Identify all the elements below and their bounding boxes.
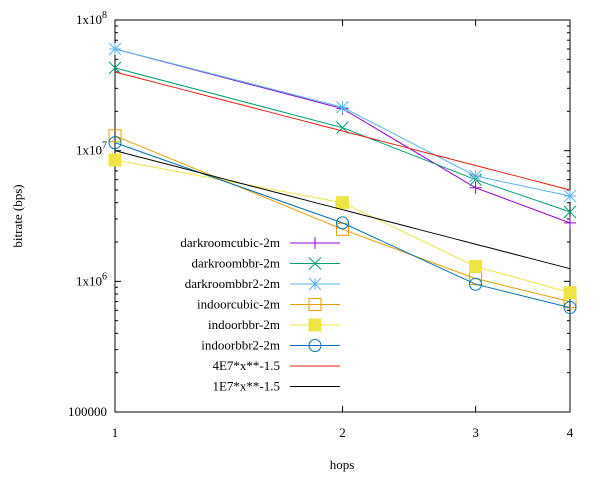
data-point	[563, 301, 577, 315]
legend-label: indoorbbr-2m	[208, 317, 280, 332]
data-point	[564, 216, 576, 229]
legend-marker	[308, 318, 322, 332]
series-line	[114, 135, 571, 303]
series-indoorbbr-2m	[108, 153, 577, 300]
series-4e7-x-1-5	[114, 71, 571, 191]
legend-entry-indoorcubic-2m: indoorcubic-2m	[197, 297, 340, 312]
legend-entry-indoorbbr2-2m: indoorbbr2-2m	[201, 338, 340, 353]
series-line	[114, 48, 571, 197]
legend-entry-1e7-x-1-5: 1E7*x**-1.5	[212, 379, 340, 394]
legend-entry-darkroomcubic-2m: darkroomcubic-2m	[180, 235, 340, 250]
legend-entry-darkroombbr-2m: darkroombbr-2m	[191, 256, 340, 271]
y-tick-label: 1x107	[76, 141, 107, 158]
x-tick-label-3: 3	[472, 425, 479, 440]
legend-label: indoorbbr2-2m	[201, 338, 280, 353]
series-indoorbbr2-2m	[108, 136, 577, 315]
series-layer	[108, 42, 577, 315]
axis-ticks	[114, 19, 571, 413]
series-darkroombbr-2m	[108, 61, 577, 219]
axis-tick-labels: 1 2 3 4 100000 1x106 1x107 1x108	[68, 10, 574, 440]
data-point	[108, 61, 122, 75]
y-tick-label: 1x108	[76, 10, 107, 27]
data-point	[563, 189, 577, 203]
legend-entry-4e7-x-1-5: 4E7*x**-1.5	[212, 358, 340, 373]
legend-marker	[308, 298, 322, 311]
y-tick-label: 1x106	[76, 271, 107, 288]
data-point	[108, 42, 122, 56]
legend: darkroomcubic-2m darkroombbr-2m darkroombb…	[180, 235, 340, 394]
series-darkroombbr2-2m	[108, 42, 577, 203]
series-indoorcubic-2m	[108, 129, 577, 309]
legend-label: darkroombbr2-2m	[185, 276, 280, 291]
x-axis-label: hops	[330, 457, 355, 472]
data-point	[336, 196, 349, 210]
y-tick-label: 100000	[68, 404, 107, 419]
legend-marker	[309, 237, 321, 249]
data-point	[469, 169, 482, 183]
legend-label: darkroomcubic-2m	[180, 235, 280, 250]
x-tick-label-4: 4	[567, 425, 574, 440]
data-point	[469, 259, 483, 273]
legend-label: darkroombbr-2m	[191, 256, 280, 271]
legend-entry-indoorbbr-2m: indoorbbr-2m	[208, 317, 340, 332]
legend-marker	[308, 339, 322, 352]
legend-marker	[308, 277, 322, 291]
x-tick-label-2: 2	[339, 425, 346, 440]
data-point	[336, 100, 349, 114]
y-axis-label: bitrate (bps)	[10, 184, 25, 247]
legend-label: 1E7*x**-1.5	[212, 379, 280, 394]
data-point	[469, 277, 483, 291]
data-point	[108, 136, 122, 150]
data-point	[563, 205, 577, 219]
series-line	[114, 67, 571, 213]
legend-label: 4E7*x**-1.5	[212, 358, 280, 373]
legend-label: indoorcubic-2m	[197, 297, 280, 312]
data-point	[108, 153, 122, 167]
legend-entry-darkroombbr2-2m: darkroombbr2-2m	[185, 276, 340, 291]
data-point	[563, 286, 577, 300]
data-point	[469, 181, 482, 194]
legend-marker	[308, 257, 322, 270]
data-point	[108, 129, 122, 143]
plot-area-frame	[114, 19, 571, 413]
series-line	[114, 142, 571, 309]
series-line	[114, 71, 571, 191]
data-point	[336, 216, 349, 230]
series-1e7-x-1-5	[114, 150, 571, 270]
x-tick-label-1: 1	[112, 425, 119, 440]
series-line	[114, 159, 571, 294]
series-line	[114, 150, 571, 270]
